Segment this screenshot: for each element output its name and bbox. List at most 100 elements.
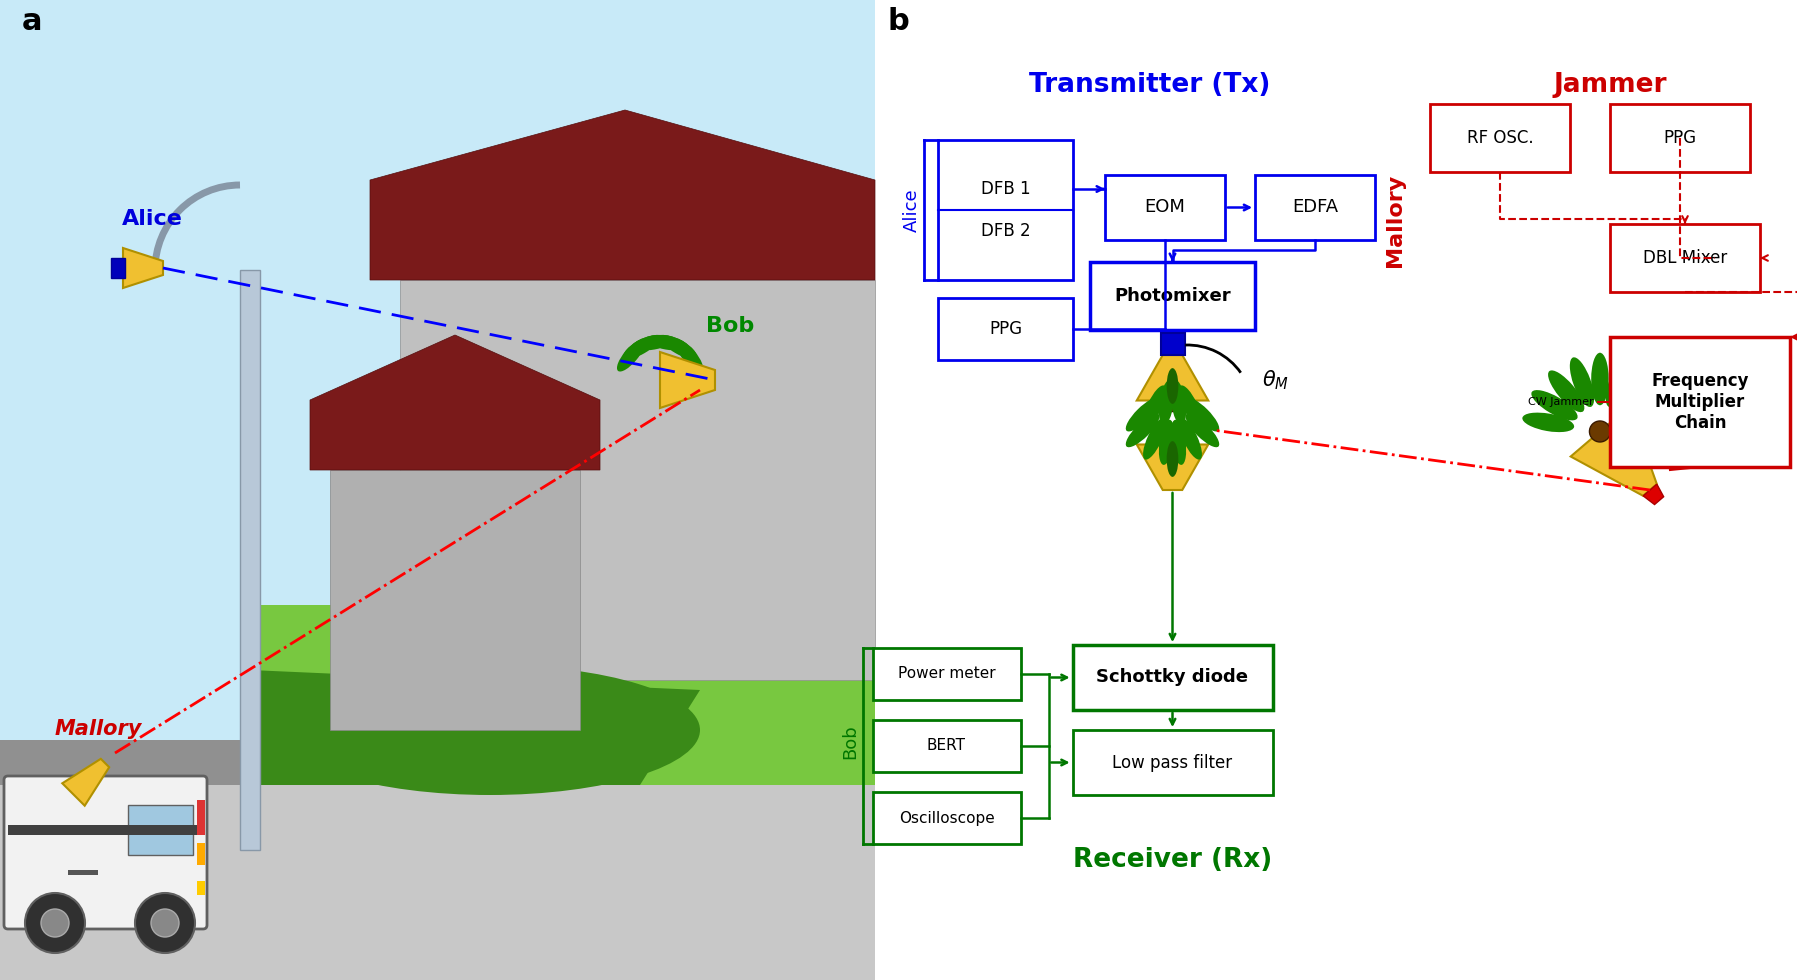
Ellipse shape — [1166, 368, 1179, 404]
Text: Receiver (Rx): Receiver (Rx) — [1073, 847, 1272, 873]
Ellipse shape — [1143, 385, 1166, 427]
Ellipse shape — [1143, 417, 1166, 460]
Bar — [938, 140, 1073, 280]
Ellipse shape — [1125, 414, 1159, 447]
Bar — [1091, 262, 1254, 330]
Bar — [873, 648, 1021, 700]
Ellipse shape — [1125, 398, 1159, 431]
Polygon shape — [250, 605, 875, 785]
Bar — [128, 805, 192, 855]
Ellipse shape — [1547, 370, 1585, 413]
Polygon shape — [311, 335, 600, 470]
Bar — [0, 0, 875, 980]
Bar — [875, 0, 1797, 980]
Ellipse shape — [676, 340, 703, 371]
Ellipse shape — [1179, 385, 1202, 427]
Bar — [111, 258, 126, 278]
Bar — [198, 800, 205, 835]
Text: EDFA: EDFA — [1292, 199, 1339, 217]
Text: CW Jammer: CW Jammer — [1529, 397, 1594, 407]
Bar — [198, 843, 205, 865]
Polygon shape — [0, 785, 875, 980]
Bar — [1073, 730, 1272, 795]
Polygon shape — [1642, 484, 1664, 505]
Ellipse shape — [1159, 380, 1175, 425]
Bar — [198, 881, 205, 895]
Bar — [1610, 104, 1750, 172]
Ellipse shape — [1170, 419, 1186, 465]
Polygon shape — [63, 759, 110, 806]
Text: b: b — [888, 7, 909, 36]
Ellipse shape — [280, 665, 701, 795]
Polygon shape — [370, 110, 875, 280]
Bar — [1430, 104, 1571, 172]
Text: Transmitter (Tx): Transmitter (Tx) — [1030, 72, 1270, 98]
Ellipse shape — [1522, 413, 1574, 432]
Bar — [241, 270, 261, 850]
Circle shape — [1161, 389, 1184, 412]
Bar — [7, 825, 203, 835]
Ellipse shape — [1186, 414, 1218, 447]
Text: Bob: Bob — [706, 316, 755, 336]
Polygon shape — [1571, 407, 1657, 496]
Bar — [1610, 224, 1759, 292]
Text: Frequency
Multiplier
Chain: Frequency Multiplier Chain — [1651, 372, 1748, 432]
Text: PPG: PPG — [988, 320, 1022, 338]
Bar — [1254, 175, 1375, 240]
Ellipse shape — [616, 340, 645, 371]
Ellipse shape — [1531, 390, 1578, 420]
Polygon shape — [1138, 355, 1208, 401]
Circle shape — [41, 909, 68, 937]
Polygon shape — [250, 670, 701, 785]
Bar — [68, 870, 99, 875]
Bar — [1610, 337, 1790, 467]
Text: EOM: EOM — [1145, 199, 1186, 217]
Bar — [1073, 645, 1272, 710]
Ellipse shape — [1186, 398, 1218, 431]
Text: DFB 1

DFB 2: DFB 1 DFB 2 — [981, 180, 1030, 240]
Ellipse shape — [624, 335, 659, 359]
Polygon shape — [401, 280, 875, 680]
Text: Jammer: Jammer — [1553, 72, 1668, 98]
Text: Alice: Alice — [122, 209, 183, 229]
Text: Mallory: Mallory — [56, 719, 142, 739]
Polygon shape — [659, 352, 715, 408]
Ellipse shape — [1166, 441, 1179, 477]
Polygon shape — [0, 740, 875, 980]
Circle shape — [151, 909, 180, 937]
Polygon shape — [331, 470, 580, 730]
Text: RF OSC.: RF OSC. — [1466, 129, 1533, 147]
Ellipse shape — [1159, 419, 1175, 465]
Text: Low pass filter: Low pass filter — [1112, 754, 1233, 771]
FancyBboxPatch shape — [4, 776, 207, 929]
Text: Photomixer: Photomixer — [1114, 287, 1231, 305]
Ellipse shape — [634, 335, 674, 350]
Bar — [1105, 175, 1226, 240]
Text: DBL Mixer: DBL Mixer — [1642, 249, 1727, 267]
Ellipse shape — [1571, 358, 1594, 407]
Text: Mallory: Mallory — [1385, 173, 1405, 267]
Bar — [1161, 333, 1184, 355]
Text: a: a — [22, 7, 43, 36]
Bar — [938, 298, 1073, 360]
Bar — [873, 720, 1021, 772]
Circle shape — [1590, 421, 1610, 442]
Text: Alice: Alice — [904, 188, 922, 232]
Ellipse shape — [1170, 380, 1186, 425]
Polygon shape — [122, 248, 164, 288]
Circle shape — [135, 893, 196, 953]
Polygon shape — [1138, 445, 1208, 490]
Ellipse shape — [647, 335, 686, 350]
Ellipse shape — [1179, 417, 1202, 460]
Bar — [873, 792, 1021, 844]
Ellipse shape — [661, 335, 697, 359]
Circle shape — [1161, 433, 1184, 456]
Text: PPG: PPG — [1664, 129, 1696, 147]
Circle shape — [25, 893, 84, 953]
Ellipse shape — [1607, 358, 1630, 407]
Text: Oscilloscope: Oscilloscope — [898, 810, 994, 825]
Text: Bob: Bob — [841, 724, 859, 760]
Text: Schottky diode: Schottky diode — [1096, 668, 1249, 687]
Ellipse shape — [1590, 353, 1608, 406]
Text: $\theta_M$: $\theta_M$ — [1263, 368, 1290, 392]
